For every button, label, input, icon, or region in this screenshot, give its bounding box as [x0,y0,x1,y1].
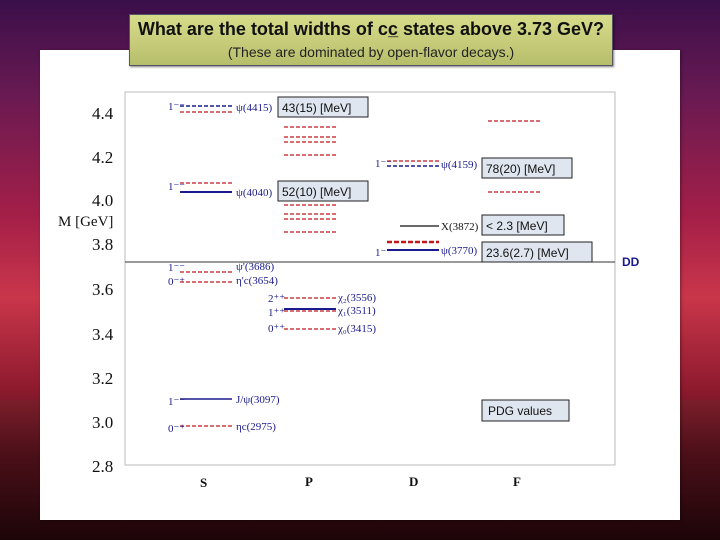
y-tick: 4.2 [92,148,113,167]
slide-subtitle: (These are dominated by open-flavor deca… [227,44,515,60]
x-label-f: F [513,474,521,489]
x-label-s: S [200,475,207,490]
p-wave-labels: 2⁺⁺ χ₂(3556) 1⁺⁺ χ₁(3511) 0⁺⁺ χ₀(3415) [268,292,376,335]
x3872-name: X(3872) [441,221,479,233]
chi2-name: χ₂(3556) [337,292,376,304]
chi1-jpc: 1⁺⁺ [268,307,285,319]
chi2-jpc: 2⁺⁺ [268,293,285,305]
psi4415-width: 43(15) [MeV] [282,101,351,115]
etac2s-jpc: 0⁻⁺ [168,276,185,288]
etac-jpc: 0⁻⁺ [168,423,185,435]
psi4159-width: 78(20) [MeV] [486,162,555,176]
y-ticks: 4.4 4.2 4.0 3.8 3.6 3.4 3.2 3.0 2.8 [92,104,114,476]
psi3770-width: 23.6(2.7) [MeV] [486,246,569,260]
x-label-d: D [409,474,418,489]
psi3770-name: ψ(3770) [441,245,478,257]
s-wave-labels: 1⁻⁻ ψ(4415) 1⁻⁻ ψ(4040) 1⁻⁻ ψ'(3686) 0⁻⁺… [168,101,280,435]
slide-title: What are the total widths of cc̲ states … [137,19,605,39]
y-tick: 3.0 [92,413,113,432]
y-tick: 3.2 [92,369,113,388]
chi0-jpc: 0⁺⁺ [268,323,285,335]
s-wave-levels [180,105,232,427]
psi4159-name: ψ(4159) [441,159,478,171]
x3872-width: < 2.3 [MeV] [486,219,548,233]
y-tick: 3.6 [92,280,113,299]
charmonium-panel [40,50,680,520]
psi4040-width: 52(10) [MeV] [282,185,351,199]
y-tick: 3.4 [92,325,114,344]
d-wave-levels [387,160,439,251]
f-wave-levels [488,120,540,193]
chi0-name: χ₀(3415) [337,323,376,335]
slide-title-box: What are the total widths of cc̲ states … [129,14,613,66]
psi4040-name: ψ(4040) [236,187,273,199]
psi4415-name: ψ(4415) [236,102,273,114]
jpsi-name: J/ψ(3097) [236,394,280,406]
x-labels: S P D F [200,474,521,490]
threshold-label: DD [622,255,640,269]
y-tick: 3.8 [92,235,113,254]
p-wave-levels [284,126,336,330]
psi2s-name: ψ'(3686) [236,261,275,273]
psi4415-jpc: 1⁻⁻ [168,101,185,113]
pdg-note: PDG values [488,404,552,418]
x-label-p: P [305,474,313,489]
psi3770-jpc: 1⁻⁻ [375,247,392,259]
jpsi-jpc: 1⁻⁻ [168,396,185,408]
etac2s-name: η'c(3654) [236,275,278,287]
d-wave-labels: 1⁻⁻ ψ(4159) X(3872) 1⁻⁻ ψ(3770) [375,158,479,259]
y-tick: 4.0 [92,191,113,210]
width-labels: 43(15) [MeV] 78(20) [MeV] 52(10) [MeV] <… [277,96,593,422]
chi1-name: χ₁(3511) [337,305,376,317]
y-axis-label: M [GeV] [58,214,113,230]
psi4159-jpc: 1⁻⁻ [375,158,392,170]
etac-name: ηc(2975) [236,421,276,433]
psi4040-jpc: 1⁻⁻ [168,181,185,193]
y-tick: 4.4 [92,104,114,123]
y-tick: 2.8 [92,457,113,476]
plot-frame [124,91,616,466]
psi2s-jpc: 1⁻⁻ [168,262,185,274]
